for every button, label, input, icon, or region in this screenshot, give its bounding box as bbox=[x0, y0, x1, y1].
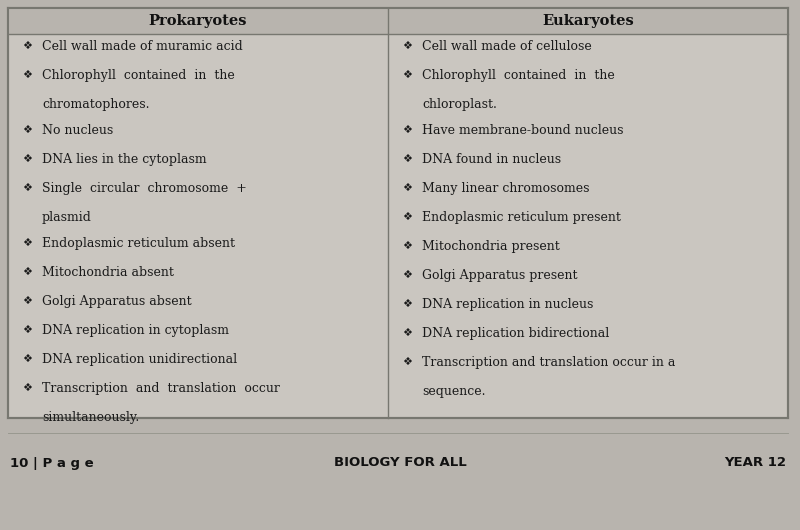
Text: Prokaryotes: Prokaryotes bbox=[149, 14, 247, 28]
Text: Transcription  and  translation  occur: Transcription and translation occur bbox=[42, 382, 280, 395]
Text: chromatophores.: chromatophores. bbox=[42, 98, 150, 111]
Text: Endoplasmic reticulum absent: Endoplasmic reticulum absent bbox=[42, 237, 235, 250]
Text: ❖: ❖ bbox=[402, 183, 412, 193]
Text: YEAR 12: YEAR 12 bbox=[724, 456, 786, 470]
Text: simultaneously.: simultaneously. bbox=[42, 411, 139, 424]
Text: Golgi Apparatus present: Golgi Apparatus present bbox=[422, 269, 578, 282]
Text: ❖: ❖ bbox=[22, 238, 32, 248]
Text: Single  circular  chromosome  +: Single circular chromosome + bbox=[42, 182, 247, 195]
Text: ❖: ❖ bbox=[22, 325, 32, 335]
Text: ❖: ❖ bbox=[402, 241, 412, 251]
Text: plasmid: plasmid bbox=[42, 211, 92, 224]
Text: ❖: ❖ bbox=[22, 383, 32, 393]
Text: ❖: ❖ bbox=[22, 125, 32, 135]
Text: DNA replication in cytoplasm: DNA replication in cytoplasm bbox=[42, 324, 229, 337]
Text: Mitochondria present: Mitochondria present bbox=[422, 240, 560, 253]
Text: ❖: ❖ bbox=[402, 154, 412, 164]
Bar bbox=[8, 8, 388, 34]
Text: ❖: ❖ bbox=[402, 270, 412, 280]
Text: Endoplasmic reticulum present: Endoplasmic reticulum present bbox=[422, 211, 621, 224]
Text: ❖: ❖ bbox=[402, 125, 412, 135]
Text: ❖: ❖ bbox=[22, 267, 32, 277]
Bar bbox=[8, 8, 788, 418]
Text: ❖: ❖ bbox=[22, 296, 32, 306]
Text: ❖: ❖ bbox=[402, 299, 412, 309]
Text: ❖: ❖ bbox=[402, 328, 412, 338]
Text: ❖: ❖ bbox=[402, 41, 412, 51]
Text: ❖: ❖ bbox=[402, 212, 412, 222]
Text: Chlorophyll  contained  in  the: Chlorophyll contained in the bbox=[422, 69, 614, 82]
Text: DNA replication in nucleus: DNA replication in nucleus bbox=[422, 298, 594, 311]
Text: Chlorophyll  contained  in  the: Chlorophyll contained in the bbox=[42, 69, 234, 82]
Text: ❖: ❖ bbox=[22, 41, 32, 51]
Text: No nucleus: No nucleus bbox=[42, 124, 114, 137]
Text: ❖: ❖ bbox=[402, 357, 412, 367]
Text: ❖: ❖ bbox=[22, 354, 32, 364]
Text: Have membrane-bound nucleus: Have membrane-bound nucleus bbox=[422, 124, 623, 137]
Text: Cell wall made of muramic acid: Cell wall made of muramic acid bbox=[42, 40, 242, 53]
Text: DNA found in nucleus: DNA found in nucleus bbox=[422, 153, 561, 166]
Text: DNA replication unidirectional: DNA replication unidirectional bbox=[42, 353, 237, 366]
Bar bbox=[388, 8, 788, 34]
Text: Many linear chromosomes: Many linear chromosomes bbox=[422, 182, 590, 195]
Text: DNA replication bidirectional: DNA replication bidirectional bbox=[422, 327, 610, 340]
Text: Mitochondria absent: Mitochondria absent bbox=[42, 266, 174, 279]
Text: sequence.: sequence. bbox=[422, 385, 486, 398]
Text: ❖: ❖ bbox=[22, 183, 32, 193]
Text: 10 | P a g e: 10 | P a g e bbox=[10, 456, 94, 470]
Text: ❖: ❖ bbox=[22, 70, 32, 80]
Text: Golgi Apparatus absent: Golgi Apparatus absent bbox=[42, 295, 192, 308]
Text: DNA lies in the cytoplasm: DNA lies in the cytoplasm bbox=[42, 153, 206, 166]
Text: Cell wall made of cellulose: Cell wall made of cellulose bbox=[422, 40, 592, 53]
Text: ❖: ❖ bbox=[22, 154, 32, 164]
Text: Transcription and translation occur in a: Transcription and translation occur in a bbox=[422, 356, 675, 369]
Text: BIOLOGY FOR ALL: BIOLOGY FOR ALL bbox=[334, 456, 466, 470]
Text: ❖: ❖ bbox=[402, 70, 412, 80]
Text: chloroplast.: chloroplast. bbox=[422, 98, 497, 111]
Text: Eukaryotes: Eukaryotes bbox=[542, 14, 634, 28]
